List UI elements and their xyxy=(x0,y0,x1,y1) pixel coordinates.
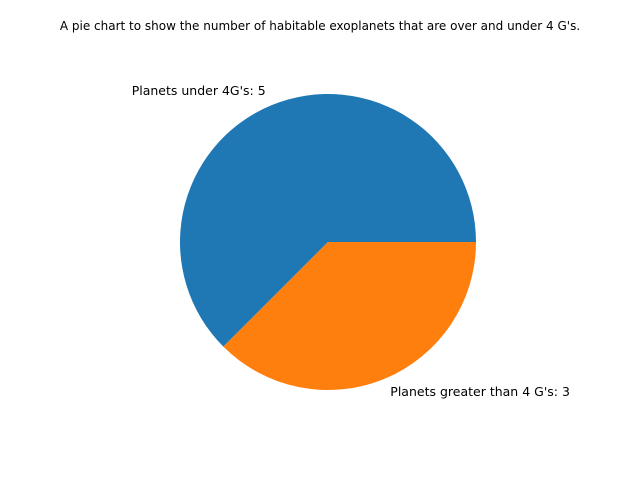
chart-title: A pie chart to show the number of habita… xyxy=(60,19,580,33)
pie-slice-label-1: Planets under 4G's: 5 xyxy=(132,83,266,98)
pie-group: Planets under 4G's: 5 Planets greater tha… xyxy=(132,83,570,399)
pie-slice-1 xyxy=(180,94,477,347)
pie-slice-2 xyxy=(223,242,476,391)
pie-slice-label-2: Planets greater than 4 G's: 3 xyxy=(390,384,570,399)
